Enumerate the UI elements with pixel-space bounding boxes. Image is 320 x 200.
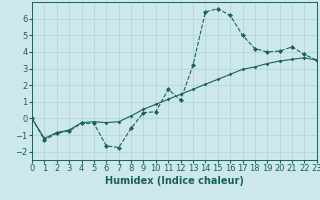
X-axis label: Humidex (Indice chaleur): Humidex (Indice chaleur) [105,176,244,186]
